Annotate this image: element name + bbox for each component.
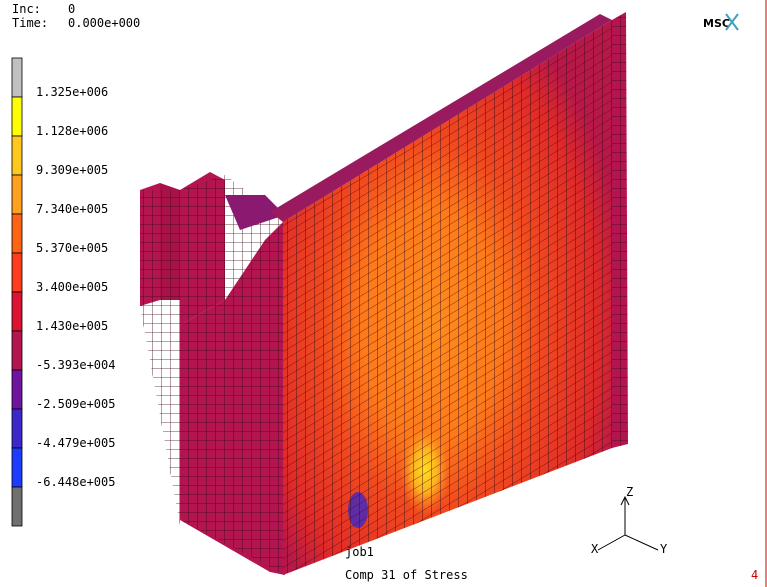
legend-label: 1.325e+006 xyxy=(36,85,108,99)
job-name: job1 xyxy=(345,545,374,559)
plate-top xyxy=(270,14,612,222)
color-band xyxy=(11,408,23,449)
mesh xyxy=(283,20,612,575)
legend-label: -5.393e+004 xyxy=(36,358,115,372)
color-band xyxy=(11,135,23,176)
color-band xyxy=(11,330,23,371)
block-top xyxy=(225,195,285,230)
mesh xyxy=(140,190,180,525)
legend-label: 1.128e+006 xyxy=(36,124,108,138)
axis-y: Y xyxy=(660,542,668,556)
legend-label: -2.509e+005 xyxy=(36,397,115,411)
color-band xyxy=(11,291,23,332)
legend-label: 9.309e+005 xyxy=(36,163,108,177)
color-band xyxy=(11,57,23,98)
caption: Comp 31 of Stress xyxy=(345,568,468,582)
model xyxy=(140,12,628,575)
color-band xyxy=(11,174,23,215)
axis-z: Z xyxy=(626,485,633,499)
logo: MSC xyxy=(703,17,730,30)
color-band xyxy=(11,96,23,137)
logo-mark xyxy=(725,13,739,31)
page-number: 4 xyxy=(751,568,758,582)
color-band xyxy=(11,447,23,488)
color-bar xyxy=(11,57,23,527)
color-band xyxy=(11,213,23,254)
axis-x: X xyxy=(591,542,599,556)
time-label: Time: xyxy=(12,16,48,30)
color-band xyxy=(11,252,23,293)
legend-label: -4.479e+005 xyxy=(36,436,115,450)
legend-label: 5.370e+005 xyxy=(36,241,108,255)
legend-label: 3.400e+005 xyxy=(36,280,108,294)
legend-label: -6.448e+005 xyxy=(36,475,115,489)
inc-label: Inc: xyxy=(12,2,41,16)
color-band xyxy=(11,486,23,527)
color-band xyxy=(11,369,23,410)
legend-label: 1.430e+005 xyxy=(36,319,108,333)
time-value: 0.000e+000 xyxy=(68,16,140,30)
inc-value: 0 xyxy=(68,2,75,16)
mesh xyxy=(612,12,628,448)
triad xyxy=(597,495,659,551)
mesh xyxy=(180,175,285,575)
legend-label: 7.340e+005 xyxy=(36,202,108,216)
